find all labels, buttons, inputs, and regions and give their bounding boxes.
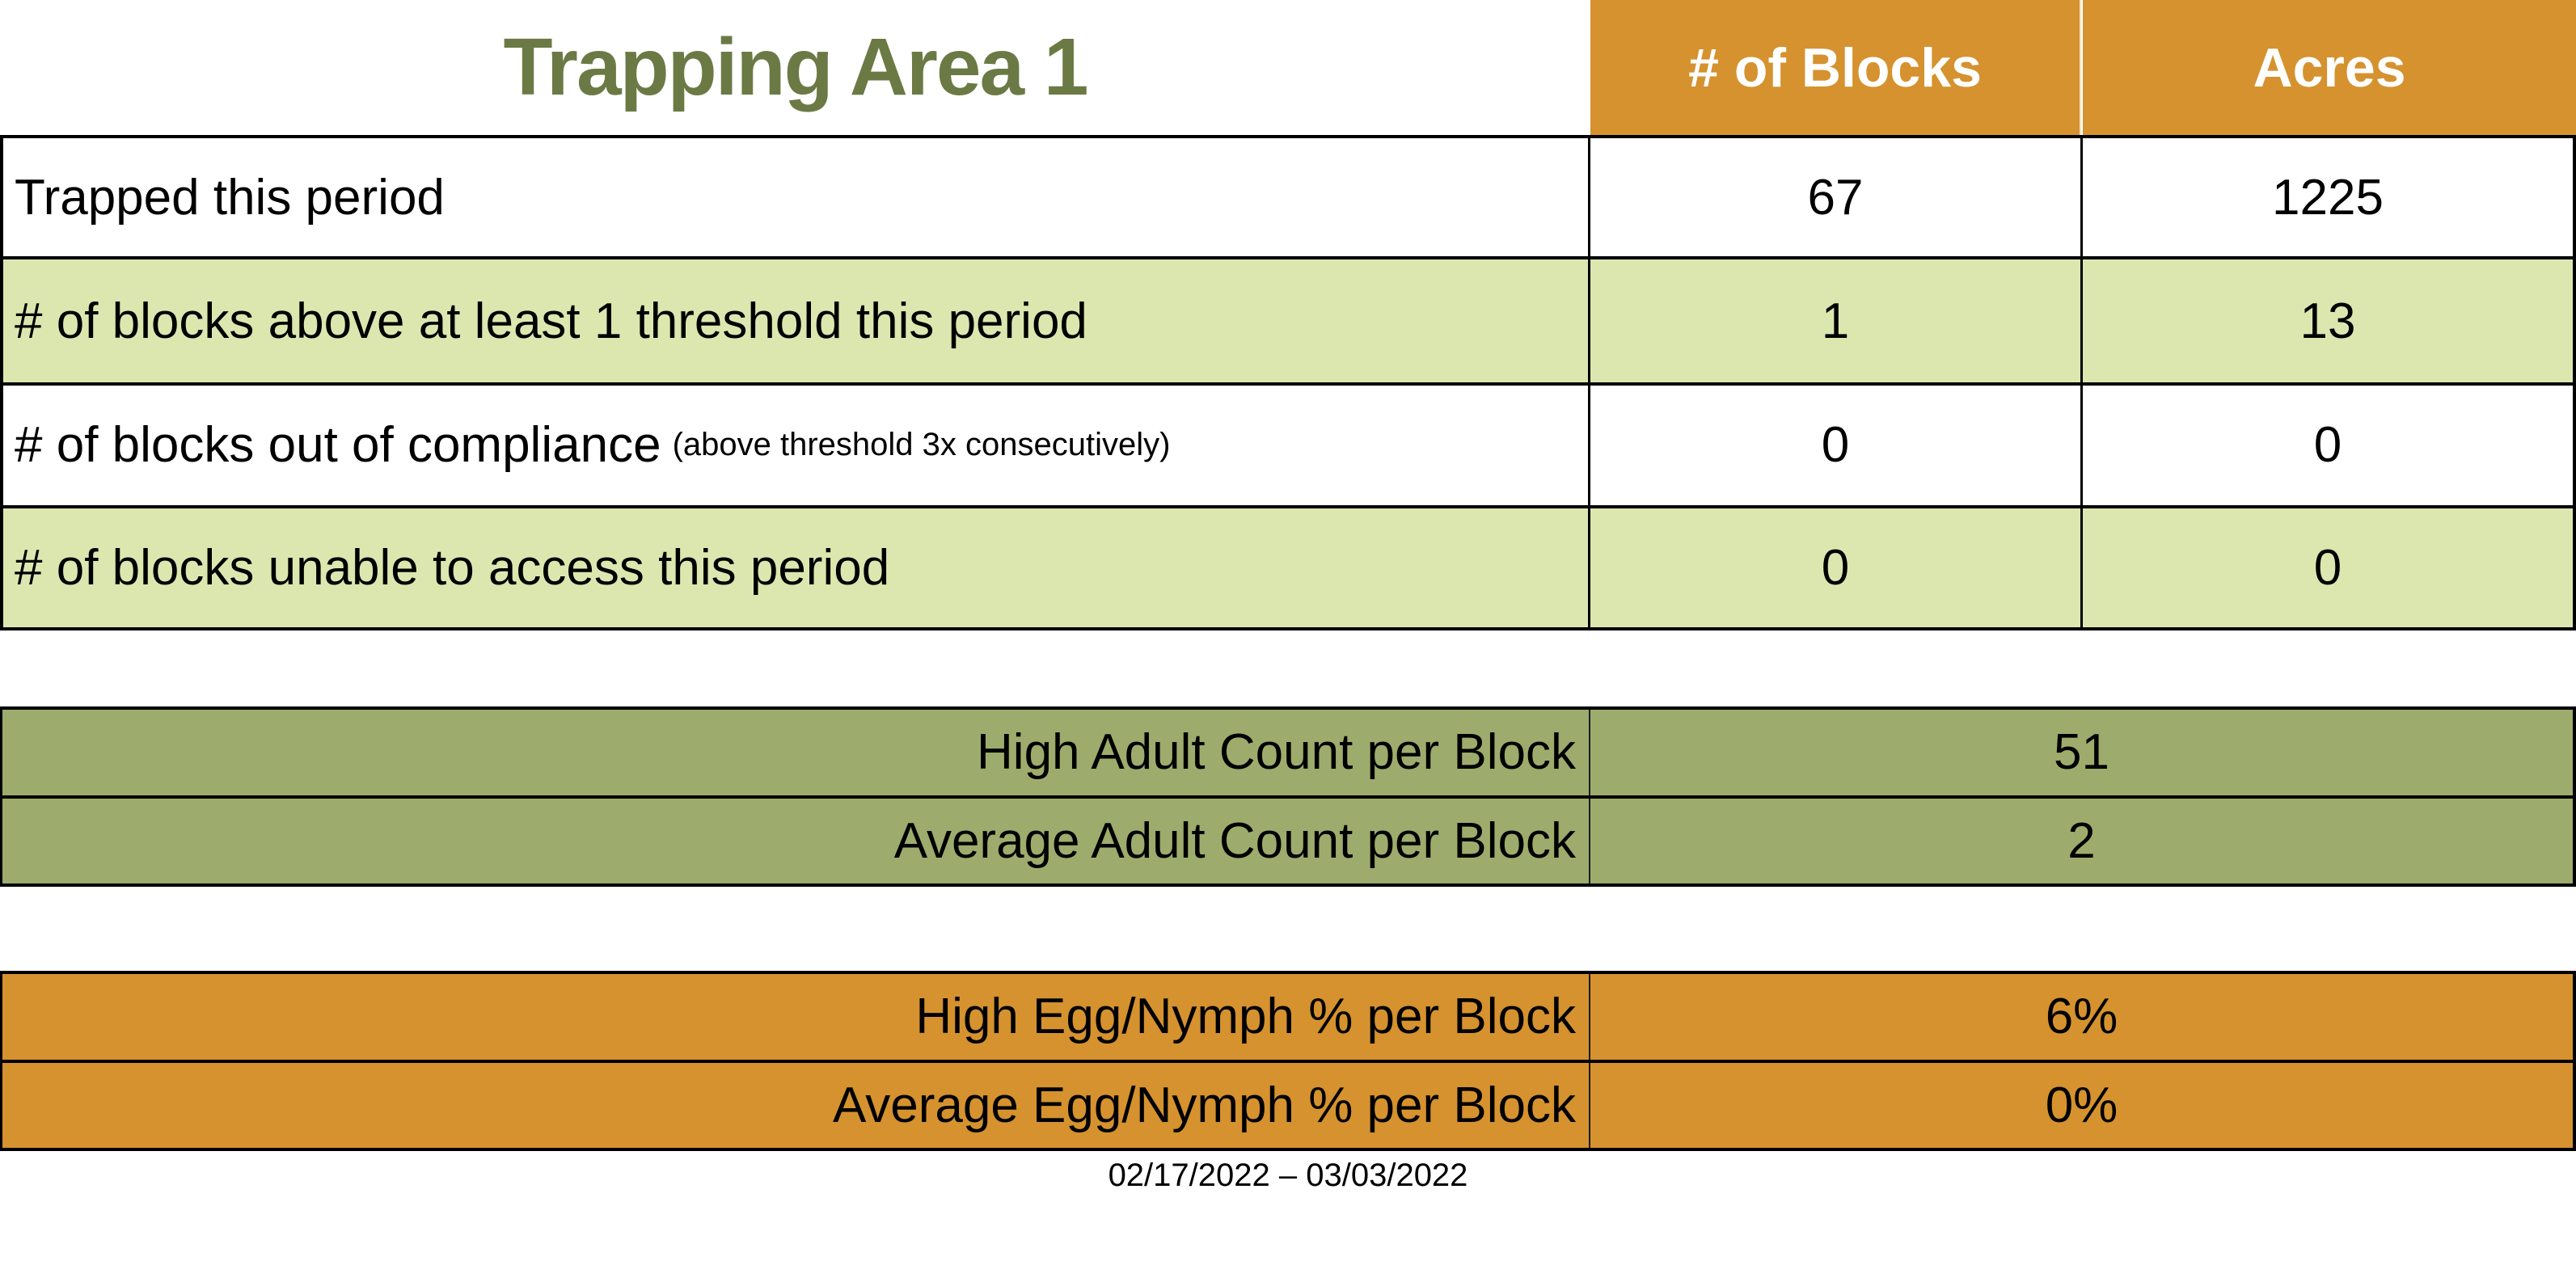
row-label-text: # of blocks above at least 1 threshold t…	[15, 293, 1087, 349]
row-value: 2	[2067, 812, 2096, 869]
blocks-value: 0	[1590, 385, 2083, 505]
acres-value: 13	[2299, 293, 2356, 349]
row-label-text: # of blocks out of compliance	[15, 417, 661, 474]
table-row: # of blocks unable to access this period…	[3, 504, 2573, 628]
acres-value: 0	[2313, 417, 2342, 474]
table-row: High Egg/Nymph % per Block 6%	[2, 974, 2573, 1060]
egg-nymph-table: High Egg/Nymph % per Block 6% Average Eg…	[0, 971, 2576, 1151]
table-row: # of blocks above at least 1 threshold t…	[3, 256, 2573, 382]
summary-table: Trapped this period 67 1225 # of blocks …	[0, 135, 2576, 630]
blocks-value: 67	[1590, 138, 2083, 257]
row-label: Average Adult Count per Block	[2, 798, 1590, 883]
acres-value: 1225	[2272, 169, 2384, 226]
blocks-value: 0	[1590, 508, 2083, 628]
table-row: Trapped this period 67 1225	[3, 138, 2573, 257]
date-range: 02/17/2022 – 03/03/2022	[1108, 1158, 1468, 1193]
row-value: 6%	[2045, 989, 2118, 1045]
blocks-value: 1	[1590, 259, 2083, 382]
row-label: # of blocks out of compliance (above thre…	[3, 385, 1590, 505]
row-value: 51	[2054, 724, 2109, 781]
page-title: Trapping Area 1	[503, 22, 1088, 112]
table-row: High Adult Count per Block 51	[2, 710, 2573, 795]
row-label-text: Trapped this period	[15, 169, 445, 226]
column-header-blocks: # of Blocks	[1590, 0, 2081, 135]
column-header-acres: Acres	[2083, 0, 2576, 135]
table-row: Average Adult Count per Block 2	[2, 795, 2573, 883]
acres-value: 0	[2313, 539, 2342, 596]
table-row: Average Egg/Nymph % per Block 0%	[2, 1059, 2573, 1148]
row-label: High Adult Count per Block	[2, 710, 1590, 795]
row-label: Trapped this period	[3, 138, 1590, 257]
row-label: High Egg/Nymph % per Block	[2, 974, 1590, 1060]
adult-count-table: High Adult Count per Block 51 Average Ad…	[0, 706, 2576, 887]
row-label: # of blocks above at least 1 threshold t…	[3, 259, 1590, 382]
row-label-note: (above threshold 3x consecutively)	[672, 427, 1171, 463]
row-label-text: # of blocks unable to access this period	[15, 539, 890, 596]
row-value: 0%	[2045, 1077, 2118, 1133]
row-label: # of blocks unable to access this period	[3, 508, 1590, 628]
row-label: Average Egg/Nymph % per Block	[2, 1062, 1590, 1148]
table-row: # of blocks out of compliance (above thre…	[3, 382, 2573, 505]
